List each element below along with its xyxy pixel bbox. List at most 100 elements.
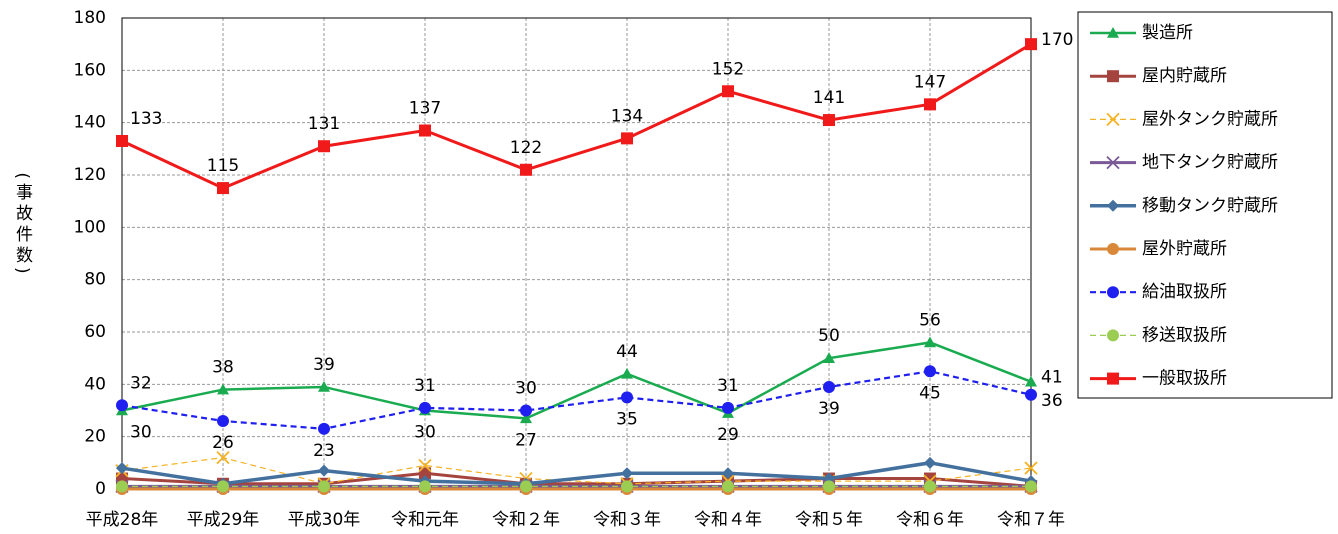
data-point — [823, 114, 835, 127]
data-label: 56 — [919, 310, 941, 330]
y-tick-label: 0 — [95, 479, 106, 499]
series-line — [121, 456, 1032, 485]
data-point — [419, 124, 431, 137]
data-label: 39 — [313, 355, 335, 375]
x-tick-label: 平成29年 — [187, 510, 260, 530]
data-point — [418, 458, 432, 473]
data-point — [318, 140, 330, 153]
y-tick-label: 120 — [74, 165, 106, 185]
y-axis-label: (事故件数) — [12, 172, 33, 277]
legend-label: 製造所 — [1142, 23, 1193, 43]
series-line — [121, 370, 1032, 430]
data-label: 30 — [515, 379, 537, 399]
legend-marker — [1107, 286, 1119, 299]
data-point — [318, 480, 330, 493]
data-label: 115 — [207, 156, 239, 176]
data-point — [419, 467, 431, 480]
x-tick-label: 令和２年 — [492, 510, 560, 530]
legend-marker — [1107, 199, 1119, 212]
data-point — [924, 480, 936, 493]
legend-label: 移送取扱所 — [1142, 325, 1227, 345]
data-point — [722, 401, 734, 414]
data-label: 137 — [409, 99, 441, 119]
data-label: 23 — [313, 441, 335, 461]
data-point — [722, 467, 734, 480]
data-point — [116, 399, 128, 412]
data-label: 26 — [212, 433, 234, 453]
x-tick-label: 令和元年 — [391, 510, 459, 530]
data-label: 122 — [510, 138, 542, 158]
data-point — [823, 480, 835, 493]
data-point — [924, 98, 936, 111]
data-point — [419, 480, 431, 493]
data-point — [318, 422, 330, 435]
data-point — [1024, 461, 1038, 475]
data-label: 133 — [130, 109, 162, 129]
y-tick-label: 20 — [84, 427, 106, 447]
data-point — [419, 401, 431, 414]
data-point — [924, 336, 936, 348]
data-point — [924, 456, 936, 469]
legend-marker — [1107, 372, 1119, 385]
x-tick-label: 令和４年 — [694, 510, 762, 530]
data-label: 31 — [717, 376, 739, 396]
data-point — [318, 464, 330, 477]
data-label: 152 — [712, 59, 744, 79]
legend-label: 屋内貯蔵所 — [1142, 66, 1227, 86]
legend-marker — [1106, 112, 1120, 127]
legend-marker — [1107, 70, 1119, 83]
legend-label: 地下タンク貯蔵所 — [1142, 153, 1278, 173]
x-tick-label: 令和３年 — [593, 510, 661, 530]
data-point — [318, 380, 330, 392]
data-label: 50 — [818, 326, 840, 346]
x-tick-label: 令和６年 — [896, 510, 964, 530]
x-tick-label: 平成28年 — [86, 510, 159, 530]
series-line — [121, 341, 1032, 420]
y-tick-label: 60 — [84, 322, 106, 342]
x-tick-label: 令和７年 — [997, 510, 1065, 530]
data-label: 32 — [130, 373, 152, 393]
data-label: 31 — [414, 376, 436, 396]
data-point — [1025, 388, 1037, 401]
data-point — [722, 85, 734, 98]
legend-label: 一般取扱所 — [1142, 369, 1227, 389]
data-label: 44 — [616, 342, 638, 362]
data-label: 41 — [1041, 368, 1063, 388]
legend-marker — [1107, 243, 1119, 255]
data-point — [116, 462, 128, 475]
data-point — [823, 380, 835, 393]
series-line — [121, 471, 1032, 488]
y-tick-label: 160 — [74, 60, 106, 80]
series-line — [121, 461, 1032, 486]
data-point — [217, 182, 229, 195]
data-point — [1025, 375, 1037, 387]
plot-frame — [121, 17, 1032, 490]
data-label: 141 — [813, 88, 845, 108]
legend-label: 屋外タンク貯蔵所 — [1142, 109, 1278, 129]
legend-marker — [1107, 27, 1119, 38]
data-point — [520, 163, 532, 176]
data-point — [520, 412, 532, 424]
legend-marker — [1107, 329, 1119, 342]
data-label: 30 — [130, 423, 152, 443]
legend-marker — [1106, 155, 1120, 170]
data-point — [216, 450, 230, 465]
data-point — [924, 365, 936, 378]
y-tick-label: 180 — [74, 8, 106, 28]
data-point — [1025, 480, 1037, 493]
y-tick-label: 40 — [84, 374, 106, 394]
y-tick-label: 80 — [84, 270, 106, 290]
data-label: 27 — [515, 430, 537, 450]
data-point — [217, 480, 229, 493]
data-label: 147 — [914, 72, 946, 92]
data-point — [520, 404, 532, 417]
x-tick-label: 令和５年 — [795, 510, 863, 530]
data-label: 134 — [611, 106, 643, 126]
data-point — [116, 134, 128, 147]
data-label: 45 — [919, 383, 941, 403]
data-point — [621, 132, 633, 145]
data-point — [823, 352, 835, 363]
data-point — [621, 391, 633, 404]
data-point — [621, 480, 633, 493]
